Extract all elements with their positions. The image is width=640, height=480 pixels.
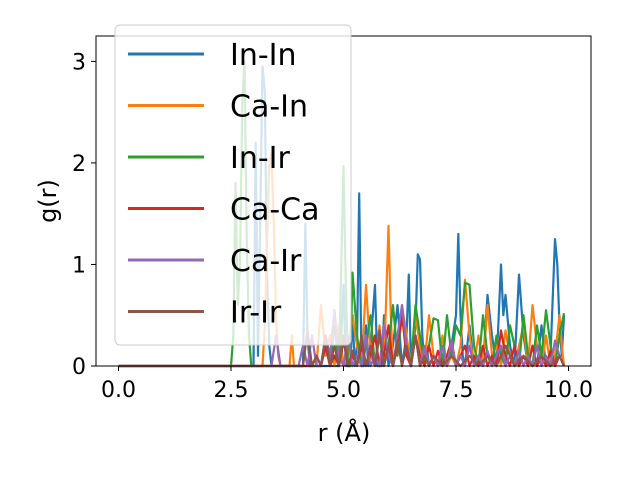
y-axis-label: g(r) — [34, 179, 62, 223]
y-tick-label: 2 — [72, 152, 86, 177]
legend-label-in-ir: In-Ir — [230, 141, 291, 176]
x-tick-label: 2.5 — [214, 378, 249, 403]
legend-label-in-in: In-In — [230, 38, 297, 73]
legend-label-ca-ir: Ca-Ir — [230, 244, 302, 279]
x-tick-label: 10.0 — [544, 378, 593, 403]
legend-label-ca-ca: Ca-Ca — [230, 193, 320, 228]
x-axis-label: r (Å) — [318, 418, 371, 447]
legend-label-ca-in: Ca-In — [230, 90, 308, 125]
y-tick-label: 3 — [72, 50, 86, 75]
x-tick-label: 0.0 — [101, 378, 136, 403]
legend-label-ir-ir: Ir-Ir — [230, 296, 282, 331]
y-tick-label: 0 — [72, 355, 86, 380]
x-tick-label: 5.0 — [326, 378, 361, 403]
x-axis: 0.0 2.5 5.0 7.5 10.0 — [101, 366, 593, 403]
y-axis: 0 1 2 3 — [72, 50, 96, 380]
x-tick-label: 7.5 — [439, 378, 474, 403]
series-line-ir-ir — [118, 329, 566, 368]
legend: In-In Ca-In In-Ir Ca-Ca Ca-Ir Ir-Ir — [114, 24, 352, 346]
y-tick-label: 1 — [72, 253, 86, 278]
